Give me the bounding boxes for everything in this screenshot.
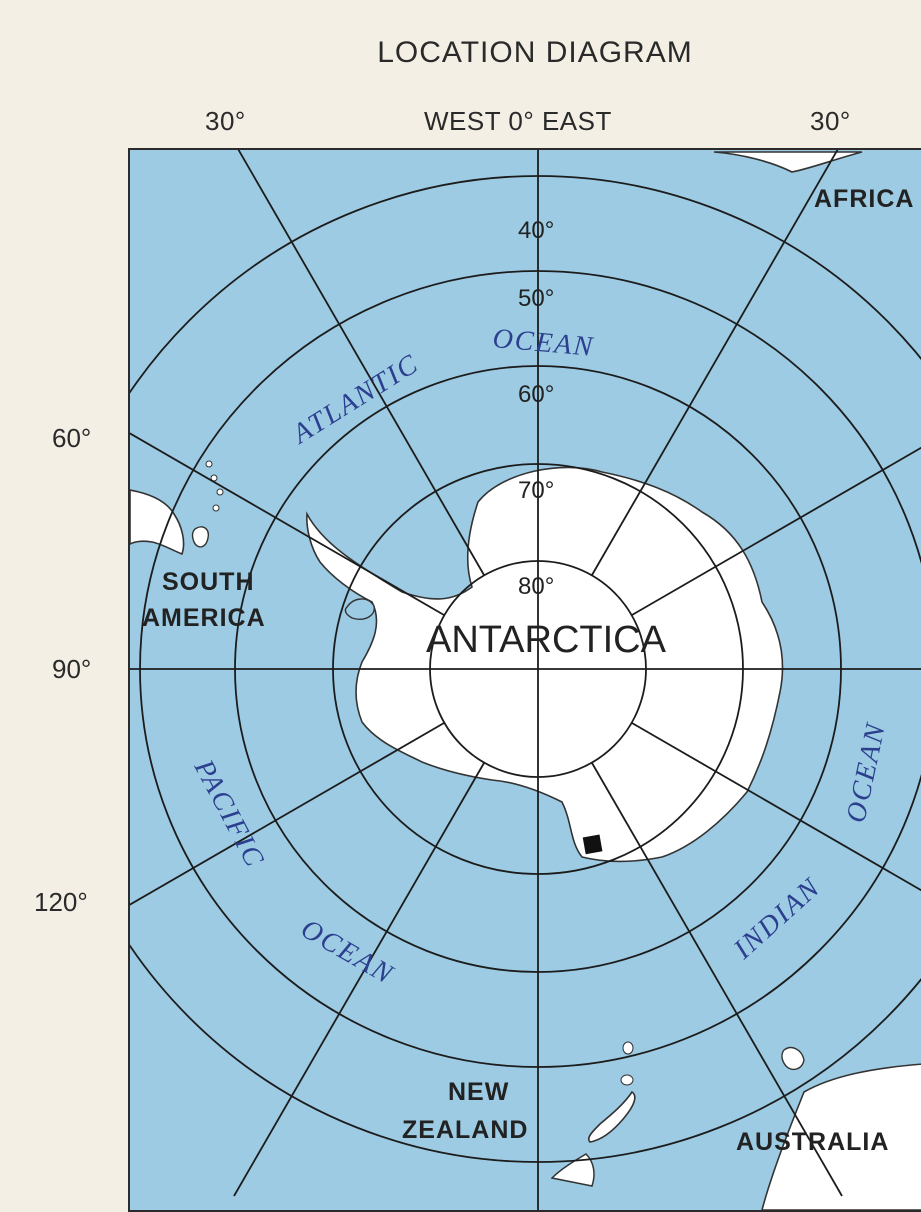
meridian-60w bbox=[130, 432, 445, 616]
meridian-30w bbox=[237, 150, 485, 576]
south-america-landmass bbox=[130, 489, 185, 556]
australia-landmass bbox=[761, 1063, 921, 1210]
ring-label-40: 40° bbox=[518, 217, 554, 244]
tasmania-island bbox=[781, 1046, 805, 1071]
label-new-zealand-line2: ZEALAND bbox=[402, 1116, 528, 1144]
polar-map: 40° 50° 60° 70° 80° ANTARCTICA SOUTH AME… bbox=[130, 150, 921, 1210]
ring-label-60: 60° bbox=[518, 381, 554, 408]
lon-label-west-30: 30° bbox=[205, 106, 246, 136]
label-south-america-line1: SOUTH bbox=[162, 568, 255, 596]
map-title: LOCATION DIAGRAM bbox=[377, 36, 693, 69]
side-label-90: 90° bbox=[52, 654, 92, 684]
new-zealand-landmass bbox=[587, 1090, 636, 1143]
africa-landmass bbox=[713, 151, 863, 173]
island-dot bbox=[212, 504, 220, 512]
island-dot bbox=[216, 488, 224, 496]
label-africa: AFRICA bbox=[814, 185, 914, 213]
location-marker bbox=[582, 834, 603, 855]
south-america-island bbox=[191, 526, 210, 548]
label-antarctica: ANTARCTICA bbox=[426, 619, 667, 661]
side-label-60: 60° bbox=[52, 423, 92, 453]
meridian-150w bbox=[233, 762, 485, 1197]
island-dot bbox=[620, 1074, 634, 1086]
ross-sea-inlet bbox=[344, 598, 375, 620]
side-label-120: 120° bbox=[34, 887, 88, 917]
meridian-60e bbox=[631, 446, 921, 616]
lon-label-center: WEST 0° EAST bbox=[424, 106, 612, 136]
label-south-america-line2: AMERICA bbox=[142, 604, 266, 632]
meridian-lines bbox=[130, 150, 921, 1210]
island-dot bbox=[205, 460, 213, 468]
meridian-120w bbox=[130, 722, 445, 906]
ring-label-50: 50° bbox=[518, 285, 554, 312]
ring-label-80: 80° bbox=[518, 573, 554, 600]
antarctica-landmass bbox=[306, 466, 784, 863]
meridian-30e bbox=[591, 150, 839, 576]
label-new-zealand-line1: NEW bbox=[448, 1078, 509, 1106]
map-frame: 40° 50° 60° 70° 80° ANTARCTICA SOUTH AME… bbox=[128, 148, 921, 1212]
island-dot bbox=[622, 1041, 634, 1055]
meridian-120e bbox=[631, 722, 921, 892]
label-australia: AUSTRALIA bbox=[736, 1128, 889, 1156]
lon-label-east-30: 30° bbox=[810, 106, 851, 136]
meridian-150e bbox=[591, 762, 843, 1197]
ring-label-70: 70° bbox=[518, 477, 554, 504]
